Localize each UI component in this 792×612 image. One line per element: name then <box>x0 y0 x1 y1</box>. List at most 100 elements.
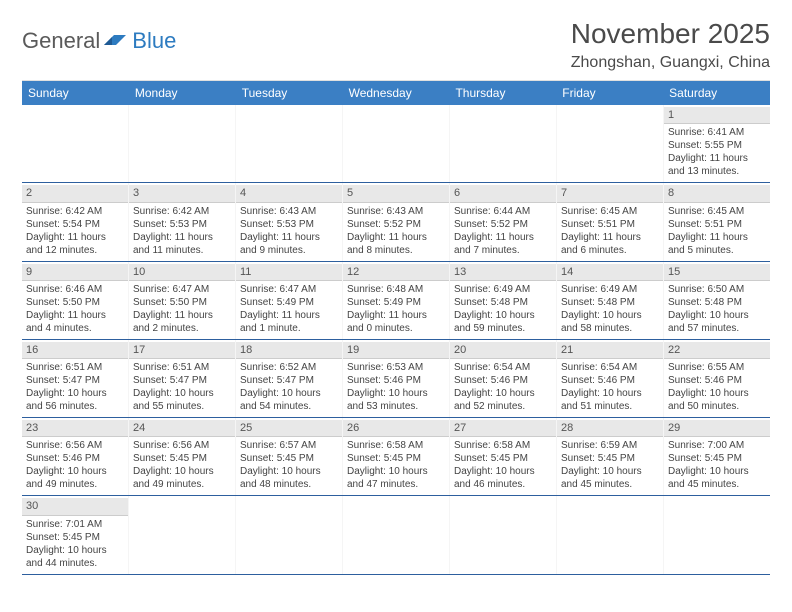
day-cell: 27Sunrise: 6:58 AMSunset: 5:45 PMDayligh… <box>450 418 557 495</box>
day-info: Sunrise: 6:47 AMSunset: 5:50 PMDaylight:… <box>133 283 231 335</box>
sunset-line: Sunset: 5:48 PM <box>454 296 552 309</box>
title-block: November 2025 Zhongshan, Guangxi, China <box>571 18 770 72</box>
sunset-line: Sunset: 5:53 PM <box>240 218 338 231</box>
day-info: Sunrise: 6:51 AMSunset: 5:47 PMDaylight:… <box>26 361 124 413</box>
sunset-line: Sunset: 5:45 PM <box>347 452 445 465</box>
day-number: 23 <box>22 420 128 437</box>
day-info: Sunrise: 6:56 AMSunset: 5:46 PMDaylight:… <box>26 439 124 491</box>
sunset-line: Sunset: 5:45 PM <box>26 531 124 544</box>
day-number: 1 <box>664 107 770 124</box>
day-number: 30 <box>22 498 128 515</box>
day-cell: 3Sunrise: 6:42 AMSunset: 5:53 PMDaylight… <box>129 183 236 260</box>
sunrise-line: Sunrise: 6:47 AM <box>240 283 338 296</box>
day-info: Sunrise: 6:51 AMSunset: 5:47 PMDaylight:… <box>133 361 231 413</box>
daylight-line: Daylight: 11 hours and 11 minutes. <box>133 231 231 257</box>
sunrise-line: Sunrise: 7:00 AM <box>668 439 766 452</box>
day-number: 27 <box>450 420 556 437</box>
day-number: 5 <box>343 185 449 202</box>
day-number: 6 <box>450 185 556 202</box>
daylight-line: Daylight: 10 hours and 48 minutes. <box>240 465 338 491</box>
sunset-line: Sunset: 5:46 PM <box>561 374 659 387</box>
sunset-line: Sunset: 5:53 PM <box>133 218 231 231</box>
sunset-line: Sunset: 5:48 PM <box>561 296 659 309</box>
week-row: 9Sunrise: 6:46 AMSunset: 5:50 PMDaylight… <box>22 262 770 340</box>
day-cell: 17Sunrise: 6:51 AMSunset: 5:47 PMDayligh… <box>129 340 236 417</box>
daylight-line: Daylight: 10 hours and 51 minutes. <box>561 387 659 413</box>
sunrise-line: Sunrise: 6:57 AM <box>240 439 338 452</box>
day-empty <box>129 105 236 182</box>
day-cell: 30Sunrise: 7:01 AMSunset: 5:45 PMDayligh… <box>22 496 129 573</box>
day-number: 20 <box>450 342 556 359</box>
sunrise-line: Sunrise: 6:56 AM <box>133 439 231 452</box>
sunset-line: Sunset: 5:47 PM <box>26 374 124 387</box>
daylight-line: Daylight: 10 hours and 49 minutes. <box>133 465 231 491</box>
sunset-line: Sunset: 5:45 PM <box>133 452 231 465</box>
day-number: 12 <box>343 264 449 281</box>
day-info: Sunrise: 6:47 AMSunset: 5:49 PMDaylight:… <box>240 283 338 335</box>
daylight-line: Daylight: 10 hours and 49 minutes. <box>26 465 124 491</box>
daylight-line: Daylight: 10 hours and 45 minutes. <box>561 465 659 491</box>
day-cell: 22Sunrise: 6:55 AMSunset: 5:46 PMDayligh… <box>664 340 770 417</box>
day-cell: 4Sunrise: 6:43 AMSunset: 5:53 PMDaylight… <box>236 183 343 260</box>
day-info: Sunrise: 6:55 AMSunset: 5:46 PMDaylight:… <box>668 361 766 413</box>
day-number: 11 <box>236 264 342 281</box>
daylight-line: Daylight: 11 hours and 1 minute. <box>240 309 338 335</box>
sunrise-line: Sunrise: 6:52 AM <box>240 361 338 374</box>
week-row: 23 Sunrise: 6:56 AMSunset: 5:46 PMDayligh… <box>22 418 770 496</box>
day-cell: 29Sunrise: 7:00 AMSunset: 5:45 PMDayligh… <box>664 418 770 495</box>
day-cell: 2 Sunrise: 6:42 AMSunset: 5:54 PMDaylight… <box>22 183 129 260</box>
sunrise-line: Sunrise: 6:55 AM <box>668 361 766 374</box>
day-info: Sunrise: 6:43 AMSunset: 5:52 PMDaylight:… <box>347 205 445 257</box>
day-cell: 9Sunrise: 6:46 AMSunset: 5:50 PMDaylight… <box>22 262 129 339</box>
day-number: 7 <box>557 185 663 202</box>
sunrise-line: Sunrise: 6:59 AM <box>561 439 659 452</box>
day-info: Sunrise: 6:46 AMSunset: 5:50 PMDaylight:… <box>26 283 124 335</box>
sunset-line: Sunset: 5:48 PM <box>668 296 766 309</box>
day-info: Sunrise: 6:48 AMSunset: 5:49 PMDaylight:… <box>347 283 445 335</box>
logo-text-blue: Blue <box>132 28 176 54</box>
day-cell: 1Sunrise: 6:41 AMSunset: 5:55 PMDaylight… <box>664 105 770 182</box>
sunset-line: Sunset: 5:45 PM <box>240 452 338 465</box>
day-number: 4 <box>236 185 342 202</box>
sunset-line: Sunset: 5:45 PM <box>668 452 766 465</box>
sunrise-line: Sunrise: 6:54 AM <box>454 361 552 374</box>
weekday-thursday: Thursday <box>449 81 556 105</box>
day-empty <box>236 496 343 573</box>
day-info: Sunrise: 6:49 AMSunset: 5:48 PMDaylight:… <box>561 283 659 335</box>
day-info: Sunrise: 6:56 AMSunset: 5:45 PMDaylight:… <box>133 439 231 491</box>
sunrise-line: Sunrise: 6:58 AM <box>454 439 552 452</box>
weekday-header: SundayMondayTuesdayWednesdayThursdayFrid… <box>22 81 770 105</box>
day-info: Sunrise: 6:42 AMSunset: 5:54 PMDaylight:… <box>26 205 124 257</box>
day-number: 24 <box>129 420 235 437</box>
header: General Blue November 2025 Zhongshan, Gu… <box>22 18 770 72</box>
sunrise-line: Sunrise: 6:43 AM <box>347 205 445 218</box>
day-cell: 23 Sunrise: 6:56 AMSunset: 5:46 PMDayligh… <box>22 418 129 495</box>
day-info: Sunrise: 6:58 AMSunset: 5:45 PMDaylight:… <box>347 439 445 491</box>
daylight-line: Daylight: 10 hours and 57 minutes. <box>668 309 766 335</box>
day-cell: 7Sunrise: 6:45 AMSunset: 5:51 PMDaylight… <box>557 183 664 260</box>
day-number: 3 <box>129 185 235 202</box>
sunset-line: Sunset: 5:50 PM <box>133 296 231 309</box>
sunset-line: Sunset: 5:46 PM <box>454 374 552 387</box>
weekday-saturday: Saturday <box>663 81 770 105</box>
day-info: Sunrise: 6:50 AMSunset: 5:48 PMDaylight:… <box>668 283 766 335</box>
sunrise-line: Sunrise: 6:50 AM <box>668 283 766 296</box>
day-cell: 10Sunrise: 6:47 AMSunset: 5:50 PMDayligh… <box>129 262 236 339</box>
day-number: 25 <box>236 420 342 437</box>
day-number: 29 <box>664 420 770 437</box>
logo-text-general: General <box>22 28 100 54</box>
sunset-line: Sunset: 5:46 PM <box>668 374 766 387</box>
day-cell: 21Sunrise: 6:54 AMSunset: 5:46 PMDayligh… <box>557 340 664 417</box>
daylight-line: Daylight: 10 hours and 50 minutes. <box>668 387 766 413</box>
daylight-line: Daylight: 10 hours and 46 minutes. <box>454 465 552 491</box>
sunset-line: Sunset: 5:47 PM <box>240 374 338 387</box>
sunrise-line: Sunrise: 6:41 AM <box>668 126 766 139</box>
sunset-line: Sunset: 5:49 PM <box>347 296 445 309</box>
day-info: Sunrise: 6:49 AMSunset: 5:48 PMDaylight:… <box>454 283 552 335</box>
day-empty <box>22 105 129 182</box>
day-info: Sunrise: 6:59 AMSunset: 5:45 PMDaylight:… <box>561 439 659 491</box>
sunset-line: Sunset: 5:55 PM <box>668 139 766 152</box>
day-empty <box>450 496 557 573</box>
daylight-line: Daylight: 10 hours and 52 minutes. <box>454 387 552 413</box>
day-number: 2 <box>22 185 128 202</box>
